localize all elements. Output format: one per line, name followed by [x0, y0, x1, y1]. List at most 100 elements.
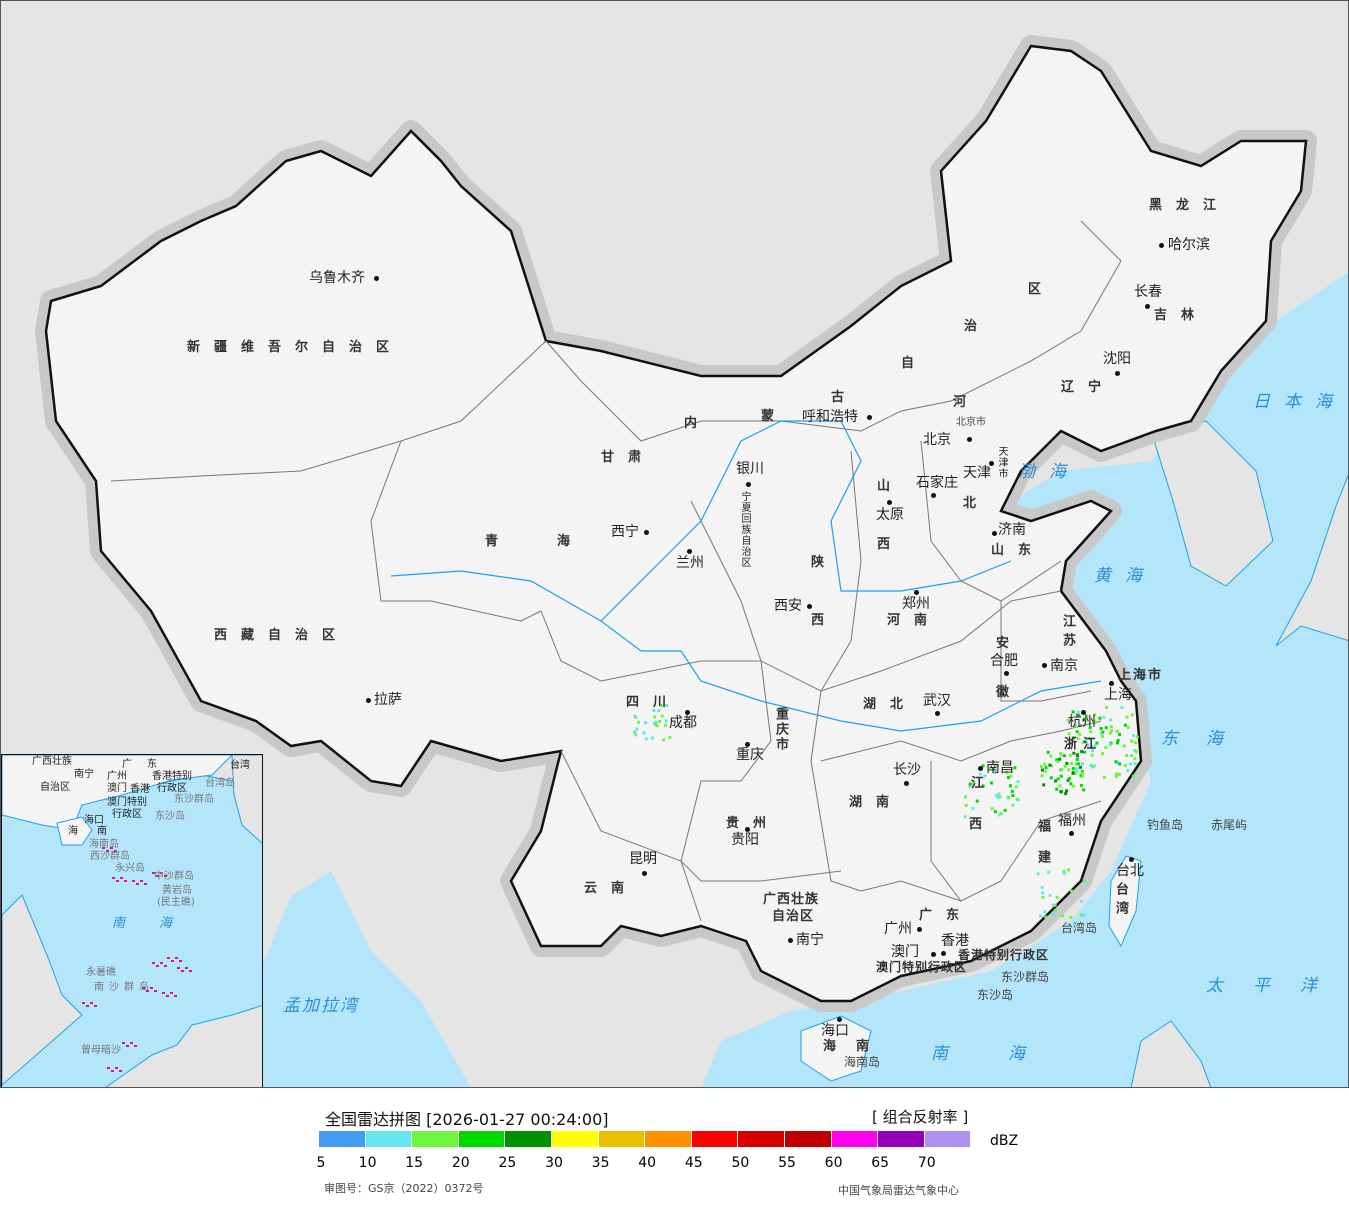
radar-echo: [1085, 714, 1089, 718]
radar-echo: [1080, 771, 1084, 775]
radar-echo: [1048, 893, 1052, 897]
radar-echo: [1088, 726, 1092, 730]
taiwan: [1108, 855, 1142, 948]
radar-echo: [634, 733, 638, 737]
color-swatch: [505, 1131, 552, 1147]
radar-echo: [964, 795, 968, 799]
radar-map: 新疆维吾尔自治区 西藏自治区 青 海 甘肃 内 蒙 古 自 治 区 黑龙江 吉林…: [0, 0, 1349, 1088]
radar-echo: [1040, 774, 1044, 778]
radar-echo: [1044, 915, 1048, 919]
province-label: 河南: [887, 613, 942, 628]
island-label: 钓鱼岛: [1147, 818, 1184, 832]
radar-echo: [1039, 764, 1043, 768]
radar-echo: [665, 704, 669, 708]
radar-echo: [1056, 777, 1060, 781]
inset-label: 行政区: [157, 783, 187, 794]
radar-echo: [1108, 743, 1112, 747]
island-mark: [130, 1042, 133, 1044]
island-mark: [152, 962, 155, 964]
radar-echo: [996, 795, 1000, 799]
province-label: 湖北: [863, 697, 918, 712]
city-label: 上海: [1104, 687, 1132, 703]
radar-echo: [1075, 730, 1079, 734]
island-label: 台湾岛: [1061, 921, 1098, 935]
radar-echo: [1040, 885, 1044, 889]
radar-echo: [1006, 795, 1010, 799]
radar-echo: [1109, 741, 1113, 745]
radar-echo: [1077, 713, 1081, 717]
radar-echo: [1055, 895, 1059, 899]
radar-echo: [1109, 718, 1113, 722]
radar-echo: [971, 806, 975, 810]
city-label: 石家庄: [916, 475, 958, 491]
radar-echo: [1079, 913, 1083, 917]
radar-echo: [1135, 735, 1139, 739]
city-label: 长沙: [893, 762, 921, 778]
island-mark: [126, 1045, 129, 1047]
radar-echo: [1099, 726, 1103, 730]
radar-echo: [1133, 749, 1137, 753]
radar-echo: [995, 764, 999, 768]
inset-label: 广州: [107, 771, 127, 782]
province-label: 自治区: [772, 909, 815, 924]
radar-echo: [1007, 776, 1011, 780]
city-label: 兰州: [676, 555, 704, 571]
radar-echo: [1053, 903, 1057, 907]
radar-echo: [1016, 780, 1020, 784]
radar-echo: [655, 724, 659, 728]
city-label: 香港: [941, 933, 969, 949]
radar-echo: [1059, 789, 1063, 793]
radar-echo: [1133, 757, 1137, 761]
radar-echo: [1072, 784, 1076, 788]
province-label: 西: [877, 537, 905, 552]
city-dot-icon: [374, 276, 379, 281]
radar-echo: [968, 784, 972, 788]
city-dot-icon: [837, 1017, 842, 1022]
color-scale: [319, 1131, 972, 1147]
radar-echo: [652, 721, 656, 725]
island-mark: [142, 987, 145, 989]
radar-echo: [1009, 774, 1013, 778]
radar-echo: [1082, 750, 1086, 754]
city-label: 重庆: [736, 747, 764, 763]
province-label: 湖南: [849, 795, 904, 810]
island-mark: [140, 880, 143, 882]
radar-echo: [1011, 793, 1015, 797]
map-graphics: [35, 35, 1348, 1087]
city-dot-icon: [745, 827, 750, 832]
island-mark: [134, 1045, 137, 1047]
city-label: 福州: [1058, 813, 1086, 829]
radar-echo: [1040, 768, 1044, 772]
radar-echo: [1060, 914, 1064, 918]
radar-echo: [668, 736, 672, 740]
philippines: [1130, 1020, 1212, 1087]
island-mark: [171, 960, 174, 962]
province-label: 辽宁: [1061, 380, 1116, 395]
radar-echo: [1109, 725, 1113, 729]
city-label: 乌鲁木齐: [309, 270, 365, 286]
south-china-sea-inset: 广西壮族 自治区 南宁 广 东 广州 澳门 香港 香港特别 行政区 澳门特别 行…: [1, 754, 263, 1087]
radar-echo: [1095, 741, 1099, 745]
city-label: 杭州: [1068, 714, 1096, 730]
radar-echo: [1080, 762, 1084, 766]
island-mark: [167, 957, 170, 959]
inset-label: 东沙群岛: [174, 794, 214, 805]
city-dot-icon: [867, 415, 872, 420]
radar-echo: [1051, 913, 1055, 917]
radar-echo: [1051, 903, 1055, 907]
organization: 中国气象局雷达气象中心: [838, 1184, 959, 1197]
radar-echo: [664, 723, 668, 727]
island-label: 海南岛: [844, 1055, 881, 1069]
city-label: 成都: [669, 715, 697, 731]
island-mark: [144, 883, 147, 885]
province-label: 宁夏回族自治区: [739, 491, 750, 568]
radar-echo: [1067, 768, 1071, 772]
province-label: 贵州: [726, 816, 781, 831]
tick-label: 10: [358, 1155, 377, 1171]
city-label: 太原: [876, 507, 904, 523]
radar-echo: [1082, 913, 1086, 917]
radar-echo: [633, 730, 637, 734]
radar-echo: [1118, 762, 1122, 766]
radar-echo: [1074, 771, 1078, 775]
color-swatch: [691, 1131, 739, 1147]
